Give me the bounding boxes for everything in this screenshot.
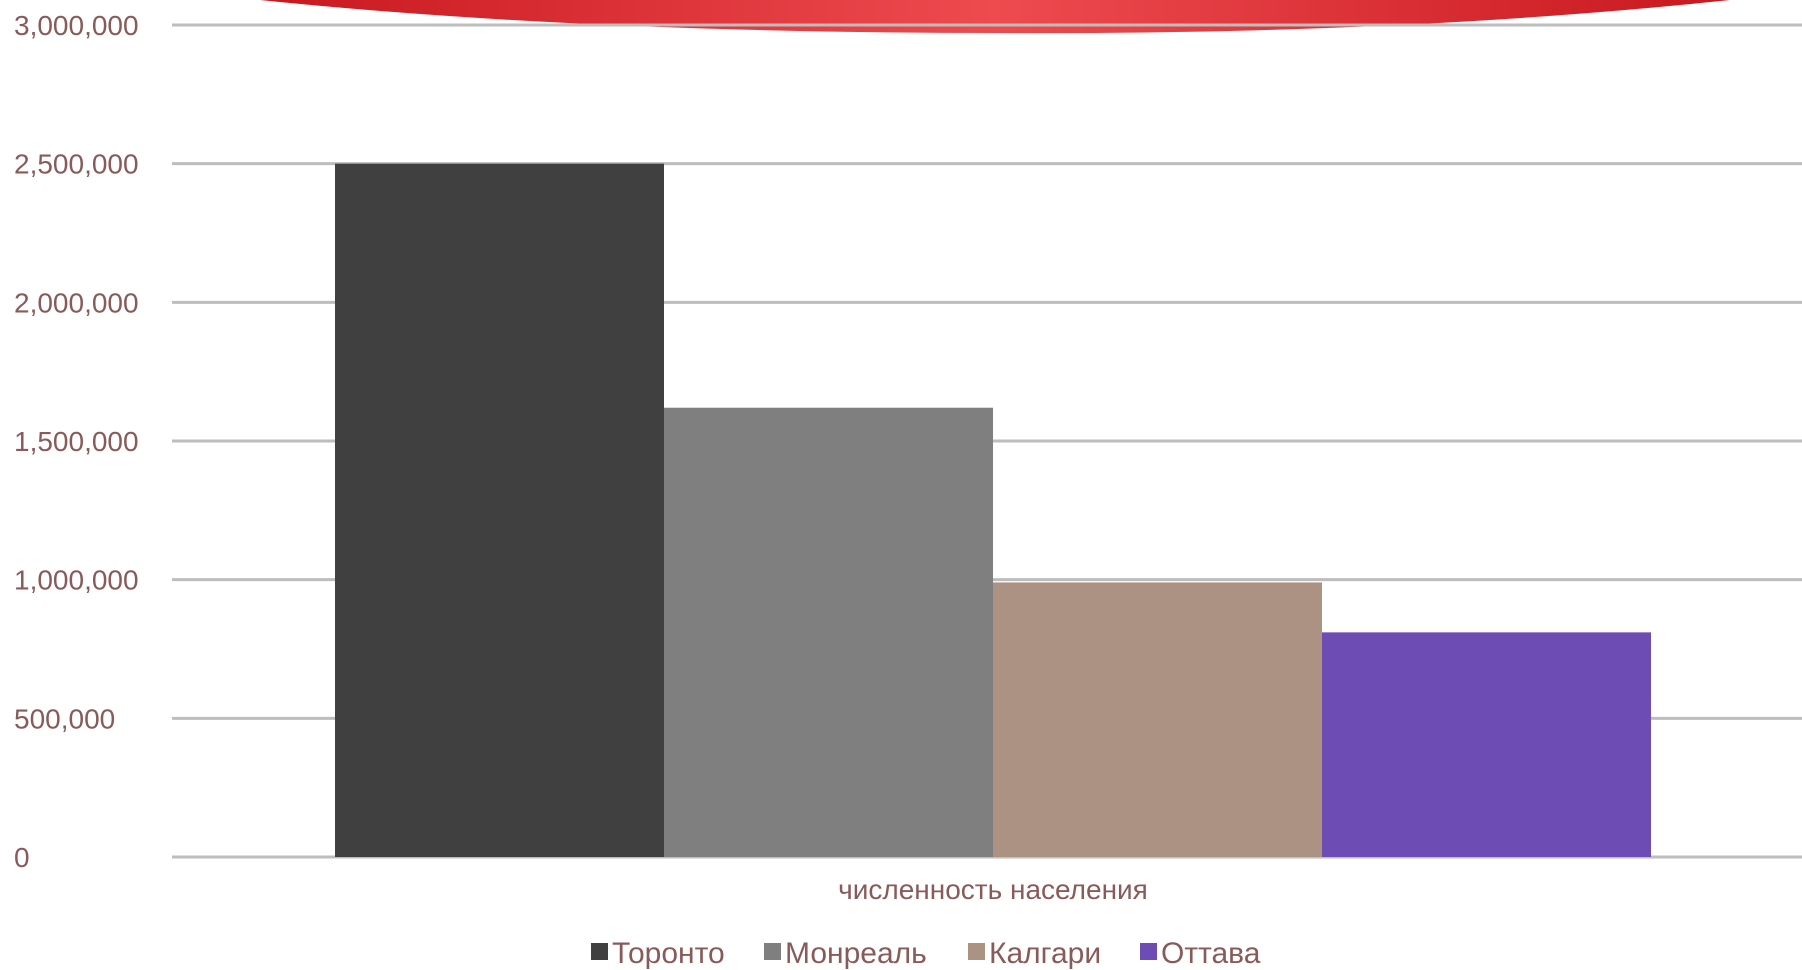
legend-label: Оттава [1161,937,1261,970]
y-axis-tick-labels: 0 500,000 1,000,000 1,500,000 2,000,000 2,500… [14,10,139,873]
legend-item: Монреаль [764,937,927,970]
legend-label: Монреаль [785,937,927,970]
decorative-red-banner [260,0,1730,34]
x-category-label: численность населения [838,874,1148,905]
x-axis-category-labels: численность населения [838,874,1148,905]
legend-label: Торонто [612,937,725,970]
legend-swatch [764,943,781,960]
legend-swatch [968,943,985,960]
y-tick-label: 500,000 [14,703,115,734]
bar-4 [1322,632,1651,857]
legend-label: Калгари [989,937,1101,970]
y-tick-label: 1,500,000 [14,426,139,457]
y-tick-label: 0 [14,842,30,873]
legend-item: Калгари [968,937,1101,970]
y-tick-label: 3,000,000 [14,10,139,41]
y-tick-label: 1,000,000 [14,565,139,596]
bars [335,163,1651,857]
y-tick-label: 2,500,000 [14,149,139,180]
legend-swatch [1140,943,1157,960]
legend-item: Торонто [591,937,725,970]
bar-3 [993,582,1322,857]
bar-2 [664,407,993,857]
legend-item: Оттава [1140,937,1261,970]
legend: Торонто Монреаль Калгари Оттава [591,937,1261,970]
legend-swatch [591,943,608,960]
bar-1 [335,163,664,857]
y-tick-label: 2,000,000 [14,287,139,318]
